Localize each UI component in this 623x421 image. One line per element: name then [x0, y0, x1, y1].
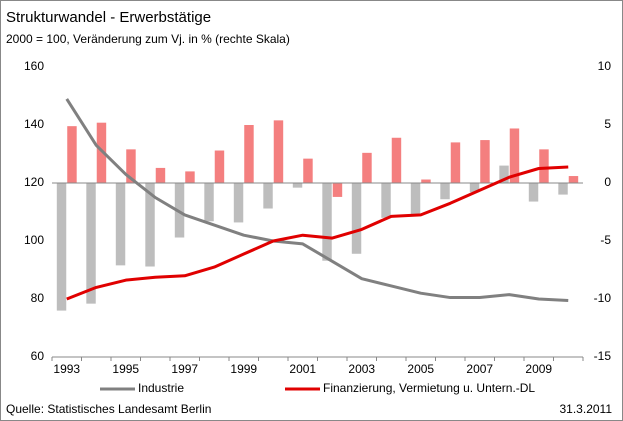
bar [303, 158, 313, 183]
bar [56, 183, 67, 311]
source: Quelle: Statistisches Landesamt Berlin [6, 402, 211, 416]
x-tick-label: 1995 [112, 362, 139, 376]
bar [67, 126, 77, 183]
bar [450, 142, 461, 183]
x-tick-label: 2009 [525, 362, 552, 376]
y2-tick-label: -5 [600, 233, 611, 247]
bar [480, 140, 490, 183]
bar [214, 150, 225, 183]
y2-tick-label: 5 [604, 117, 611, 131]
bar [86, 183, 96, 304]
bar [145, 183, 155, 267]
y2-tick-label: -15 [594, 349, 612, 363]
bar [126, 149, 136, 183]
y2-tick-label: 0 [604, 175, 611, 189]
bar [244, 125, 254, 183]
bar [499, 165, 509, 183]
x-tick-label: 2001 [289, 362, 316, 376]
bar [233, 183, 244, 223]
bar [185, 171, 195, 183]
bar [332, 183, 343, 197]
x-tick-label: 1997 [171, 362, 198, 376]
bar [292, 183, 303, 188]
y2-tick-label: 10 [598, 59, 612, 73]
date: 31.3.2011 [560, 402, 613, 416]
bar [322, 183, 332, 261]
chart-title: Strukturwandel - Erwerbstätige [6, 9, 211, 26]
bar [558, 183, 568, 195]
chart-subtitle: 2000 = 100, Veränderung zum Vj. in % (re… [6, 32, 290, 46]
legend-label: Finanzierung, Vermietung u. Untern.-DL [323, 381, 535, 395]
y-tick-label: 160 [24, 59, 44, 73]
bar [391, 137, 402, 183]
y-tick-label: 120 [24, 175, 44, 189]
bar [115, 183, 126, 266]
bar [263, 183, 273, 209]
y-tick-label: 60 [31, 349, 45, 363]
bar [362, 152, 372, 183]
x-tick-label: 2003 [348, 362, 375, 376]
x-tick-label: 1999 [230, 362, 257, 376]
bar [204, 183, 214, 222]
bar [469, 183, 480, 193]
bar [273, 120, 284, 183]
bar [440, 183, 450, 200]
bar [539, 149, 549, 183]
bar [568, 176, 579, 183]
y-tick-label: 80 [31, 291, 45, 305]
line [66, 165, 569, 301]
x-tick-label: 2007 [466, 362, 493, 376]
y-tick-label: 100 [24, 233, 44, 247]
bar [509, 128, 520, 183]
bar [421, 179, 431, 183]
y2-tick-label: -10 [594, 291, 612, 305]
line [65, 98, 569, 302]
bar [528, 183, 539, 202]
x-tick-label: 1993 [53, 362, 80, 376]
bar [381, 183, 391, 218]
x-tick-label: 2005 [407, 362, 434, 376]
y-tick-label: 140 [24, 117, 44, 131]
bar [96, 122, 107, 183]
bar [351, 183, 362, 254]
bar [155, 167, 166, 183]
legend-label: Industrie [138, 381, 184, 395]
bar [410, 183, 421, 216]
